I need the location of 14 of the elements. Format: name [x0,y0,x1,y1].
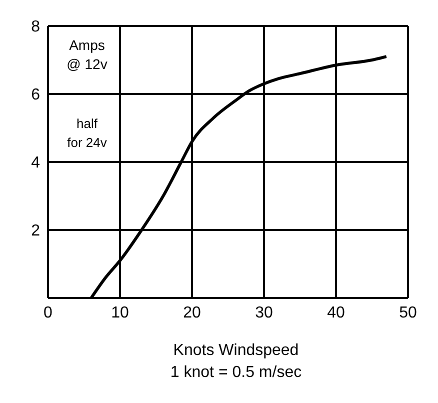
y-tick-label: 2 [31,222,40,240]
y-tick-label: 4 [31,154,40,172]
x-tick-label: 0 [44,304,53,322]
x-axis-title: Knots Windspeed [172,341,300,361]
x-tick-label: 30 [255,304,273,322]
annotation: half for 24v [66,115,108,152]
x-tick-label: 40 [327,304,345,322]
x-tick-label: 20 [183,304,201,322]
x-tick-label: 50 [399,304,417,322]
annotation: Amps @ 12v [66,36,108,74]
y-tick-label: 6 [31,86,40,104]
x-tick-label: 10 [111,304,129,322]
y-tick-label: 8 [31,18,40,36]
text: 1 knot = 0.5 m/sec [169,363,303,383]
